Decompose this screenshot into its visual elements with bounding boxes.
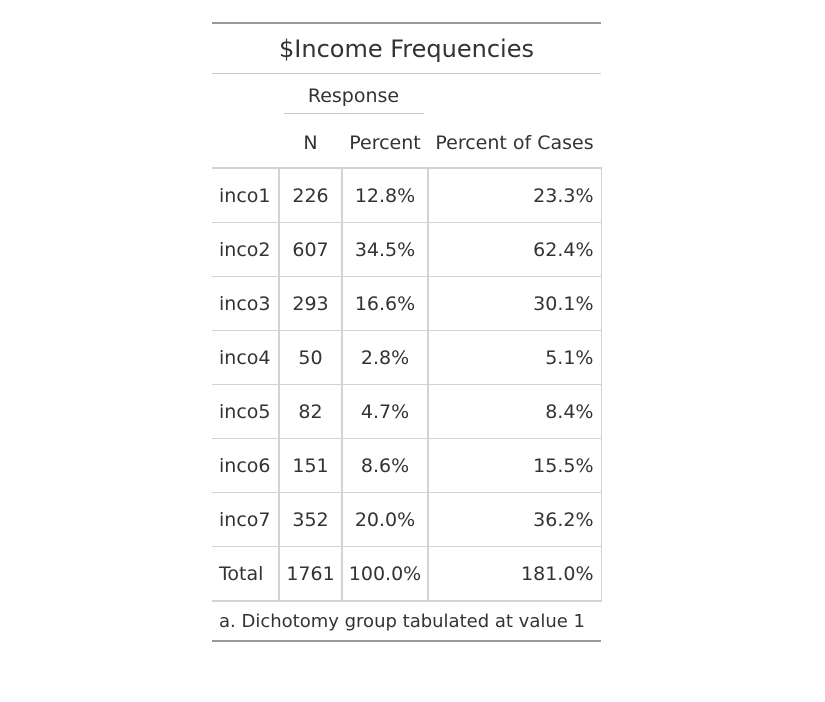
cell-percent-of-cases: 23.3% [428,168,602,223]
header-n: N [279,120,342,169]
cell-n: 151 [279,438,343,493]
spanner-cell: Response [279,74,428,121]
spanner-empty-cell [428,74,601,121]
table-row: inco1 226 12.8% 23.3% [212,168,602,223]
table-row: inco6 151 8.6% 15.5% [212,438,602,493]
row-label: inco2 [212,222,280,277]
income-frequencies-table: $Income Frequencies Response N Percent P… [212,22,602,642]
cell-percent-of-cases: 36.2% [428,492,602,547]
stub-header [212,120,279,169]
cell-percent: 8.6% [342,438,429,493]
row-label: inco7 [212,492,280,547]
cell-percent: 34.5% [342,222,429,277]
cell-percent: 4.7% [342,384,429,439]
cell-n: 82 [279,384,343,439]
cell-n: 1761 [279,546,343,602]
row-label: inco6 [212,438,280,493]
cell-percent: 20.0% [342,492,429,547]
cell-n: 226 [279,168,343,223]
table-row: inco4 50 2.8% 5.1% [212,330,602,385]
cell-n: 352 [279,492,343,547]
cell-percent-of-cases: 8.4% [428,384,602,439]
cell-percent-of-cases: 15.5% [428,438,602,493]
header-percent: Percent [342,120,428,169]
cell-percent: 16.6% [342,276,429,331]
row-label: inco4 [212,330,280,385]
cell-n: 607 [279,222,343,277]
total-row: Total 1761 100.0% 181.0% [212,546,602,602]
table-footnote: a. Dichotomy group tabulated at value 1 [212,601,601,642]
row-label: inco3 [212,276,280,331]
table-title-row: $Income Frequencies [212,22,601,74]
cell-percent: 100.0% [342,546,429,602]
cell-percent: 12.8% [342,168,429,223]
column-header-row: N Percent Percent of Cases [212,120,601,169]
header-percent-of-cases: Percent of Cases [428,120,601,169]
table-row: inco7 352 20.0% 36.2% [212,492,602,547]
row-label: inco1 [212,168,280,223]
footnote-row: a. Dichotomy group tabulated at value 1 [212,601,601,642]
cell-percent: 2.8% [342,330,429,385]
response-spanner-label: Response [283,85,424,114]
table-row: inco2 607 34.5% 62.4% [212,222,602,277]
cell-n: 50 [279,330,343,385]
cell-percent-of-cases: 181.0% [428,546,602,602]
cell-n: 293 [279,276,343,331]
table-title: $Income Frequencies [212,22,601,74]
table-row: inco5 82 4.7% 8.4% [212,384,602,439]
spanner-row: Response [212,74,601,121]
table-row: inco3 293 16.6% 30.1% [212,276,602,331]
cell-percent-of-cases: 5.1% [428,330,602,385]
row-label: inco5 [212,384,280,439]
spanner-empty-cell [212,74,279,121]
row-label: Total [212,546,280,602]
cell-percent-of-cases: 30.1% [428,276,602,331]
cell-percent-of-cases: 62.4% [428,222,602,277]
